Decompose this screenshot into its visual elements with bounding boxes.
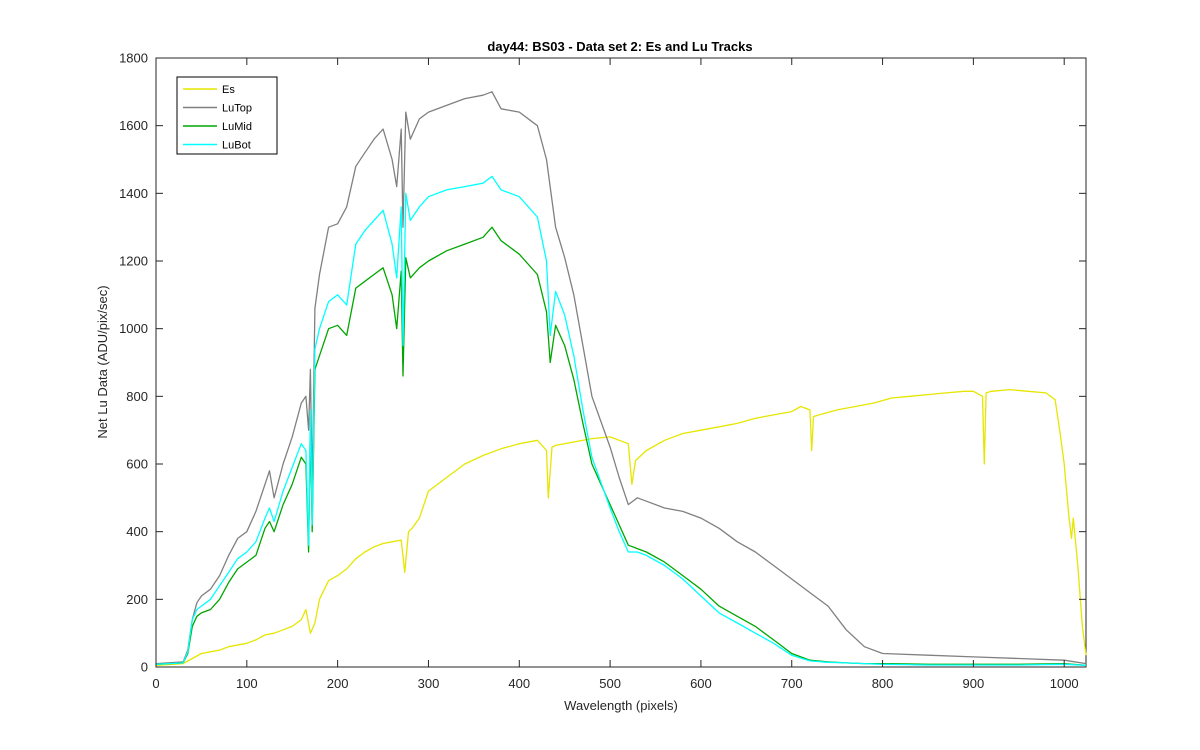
plot-area	[155, 57, 1087, 668]
series-layer	[155, 91, 1087, 666]
y-tick-label: 400	[126, 524, 148, 539]
y-tick-label: 1200	[119, 254, 148, 269]
tick-layer: 0 100 200 300 400 500 600 700 800 900 1000 0 200 400 6…	[119, 51, 1086, 691]
y-tick-label: 600	[126, 457, 148, 472]
y-axis-label: Net Lu Data (ADU/pix/sec)	[95, 285, 110, 438]
x-tick-label: 500	[599, 676, 621, 691]
y-tick-label: 1400	[119, 186, 148, 201]
x-tick-label: 1000	[1050, 676, 1079, 691]
y-tick-label: 800	[126, 389, 148, 404]
y-tick-label: 1600	[119, 118, 148, 133]
chart-title: day44: BS03 - Data set 2: Es and Lu Trac…	[487, 39, 752, 54]
x-tick-label: 400	[508, 676, 530, 691]
y-tick-label: 1800	[119, 51, 148, 66]
x-tick-label: 100	[236, 676, 258, 691]
x-tick-label: 0	[152, 676, 159, 691]
x-axis-label: Wavelength (pixels)	[564, 698, 678, 713]
series-line-es	[155, 388, 1087, 666]
legend: Es LuTop LuMid LuBot	[176, 76, 278, 155]
series-line-lumid	[155, 226, 1087, 666]
x-tick-label: 800	[872, 676, 894, 691]
legend-box	[176, 76, 278, 155]
x-tick-label: 200	[327, 676, 349, 691]
legend-label-lumid: LuMid	[222, 121, 252, 133]
legend-label-lubot: LuBot	[222, 140, 251, 152]
legend-label-lutop: LuTop	[222, 103, 252, 115]
series-line-lubot	[155, 175, 1087, 666]
x-tick-label: 600	[690, 676, 712, 691]
x-tick-label: 900	[963, 676, 985, 691]
series-line-lutop	[155, 91, 1087, 665]
y-tick-label: 0	[141, 660, 148, 675]
legend-label-es: Es	[222, 84, 235, 96]
y-tick-label: 200	[126, 592, 148, 607]
y-tick-label: 1000	[119, 321, 148, 336]
x-tick-label: 300	[418, 676, 440, 691]
x-tick-label: 700	[781, 676, 803, 691]
